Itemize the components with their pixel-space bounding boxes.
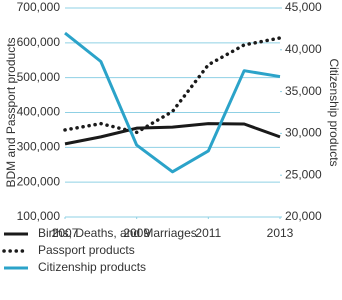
legend-label: Births, Deaths, and Marriages <box>38 226 197 240</box>
y-tick-label: 100,000 <box>17 209 61 223</box>
y-tick-label: 200,000 <box>17 174 61 188</box>
series-line <box>64 122 281 146</box>
series-line <box>63 36 282 135</box>
x-tick-label: 2007 <box>52 226 79 240</box>
y2-tick-label: 30,000 <box>285 126 322 140</box>
y-tick-label: 400,000 <box>17 105 61 119</box>
x-tick-label: 2009 <box>123 226 150 240</box>
y2-tick-label: 35,000 <box>285 84 322 98</box>
y2-tick-label: 45,000 <box>285 0 322 14</box>
y2-tick-label: 20,000 <box>285 209 322 223</box>
y2-tick-label: 40,000 <box>285 42 322 56</box>
series-line <box>64 31 281 174</box>
y-tick-label: 500,000 <box>17 70 61 84</box>
y-tick-label: 700,000 <box>17 0 61 14</box>
y2-axis-title: Citizenship products <box>327 58 341 166</box>
y2-tick-label: 25,000 <box>285 167 322 181</box>
y-tick-label: 600,000 <box>17 35 61 49</box>
x-tick-label: 2011 <box>195 226 221 240</box>
x-tick-label: 2013 <box>267 226 294 240</box>
legend-label: Citizenship products <box>38 260 146 274</box>
y-tick-label: 300,000 <box>17 140 61 154</box>
y-axis-title: BDM and Passport products <box>4 37 18 187</box>
legend-label: Passport products <box>38 243 135 257</box>
